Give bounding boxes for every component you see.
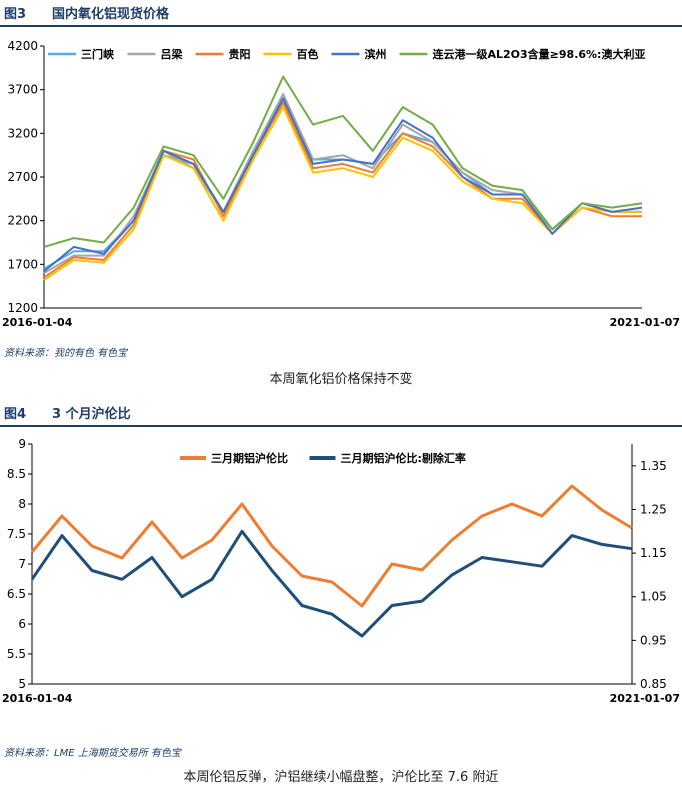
series-line-5	[43, 97, 643, 273]
shanghai-london-ratio-chart: 5 5.5 6 6.5 7 7.5 8 8.5 9 0.85 0.95 1.05 1.15 1.25 1.3…	[2, 437, 680, 705]
legend-label-5: 滨州	[365, 47, 387, 61]
figure4-caption: 本周伦铝反弹，沪铝继续小幅盘整，沪伦比至 7.6 附近	[183, 770, 499, 785]
figure3-source: 资料来源：我的有色 有色宝	[4, 348, 128, 359]
y-tick-label: 2200	[7, 214, 38, 228]
legend-label-1: 三月期铝沪伦比	[211, 451, 288, 465]
figure4-header: 图4 3 个月沪伦比	[0, 400, 682, 427]
figure3-number: 图3	[4, 7, 27, 22]
figure3-title: 国内氧化铝现货价格	[52, 7, 170, 22]
y-tick-label: 5.5	[7, 647, 26, 661]
figure4-title: 3 个月沪伦比	[52, 407, 131, 422]
y-tick-label: 3200	[7, 126, 38, 140]
y-tick-label: 4200	[7, 39, 38, 53]
legend-label-2: 吕梁	[161, 47, 184, 61]
x-tick-label-end: 2021-01-07	[610, 692, 680, 705]
series-line-1	[43, 97, 642, 270]
y-tick-label: 9	[18, 437, 26, 451]
x-tick-label-start: 2016-01-04	[2, 316, 73, 329]
y-tick-label: 6	[18, 617, 26, 631]
y-tick-label: 7.5	[7, 527, 26, 541]
y2-tick-label: 0.95	[640, 633, 667, 647]
legend-label-2: 三月期铝沪伦比:剔除汇率	[341, 451, 466, 465]
y-tick-label: 1200	[7, 301, 38, 315]
y2-tick-label: 1.35	[640, 459, 667, 473]
figure4-number: 图4	[4, 407, 27, 422]
y2-tick-label: 1.15	[640, 546, 667, 560]
alumina-price-chart: 1200 1700 2200 2700 3200 3700 4200 2016-01-04 20…	[2, 39, 680, 329]
series-line-2	[43, 93, 642, 274]
y-tick-label: 3700	[7, 83, 38, 97]
figure3-caption: 本周氧化铝价格保持不变	[269, 372, 413, 387]
y-tick-label: 5	[18, 677, 26, 691]
series-line-3	[43, 101, 642, 279]
series-line-1	[30, 484, 633, 608]
y-tick-label: 8.5	[7, 467, 26, 481]
y2-tick-label: 0.85	[640, 677, 667, 691]
y2-tick-label: 1.05	[640, 590, 667, 604]
y2-tick-label: 1.25	[640, 502, 667, 516]
figure3-header: 图3 国内氧化铝现货价格	[0, 0, 682, 27]
series-line-2	[30, 529, 633, 638]
y-tick-label: 8	[18, 497, 26, 511]
series-line-6	[43, 75, 643, 248]
legend-label-3: 贵阳	[229, 47, 251, 61]
legend-label-4: 百色	[297, 47, 319, 61]
y-tick-label: 6.5	[7, 587, 26, 601]
y-tick-label: 2700	[7, 170, 38, 184]
y-tick-label: 7	[18, 557, 26, 571]
legend-label-1: 三门峡	[81, 47, 115, 61]
x-tick-label-end: 2021-01-07	[610, 316, 680, 329]
figure4-source: 资料来源：LME 上海期货交易所 有色宝	[4, 748, 181, 759]
x-tick-label-start: 2016-01-04	[2, 692, 73, 705]
y-tick-label: 1700	[7, 257, 38, 271]
legend-label-6: 连云港一级AL2O3含量≥98.6%:澳大利亚	[433, 47, 646, 61]
series-line-4	[43, 106, 642, 281]
